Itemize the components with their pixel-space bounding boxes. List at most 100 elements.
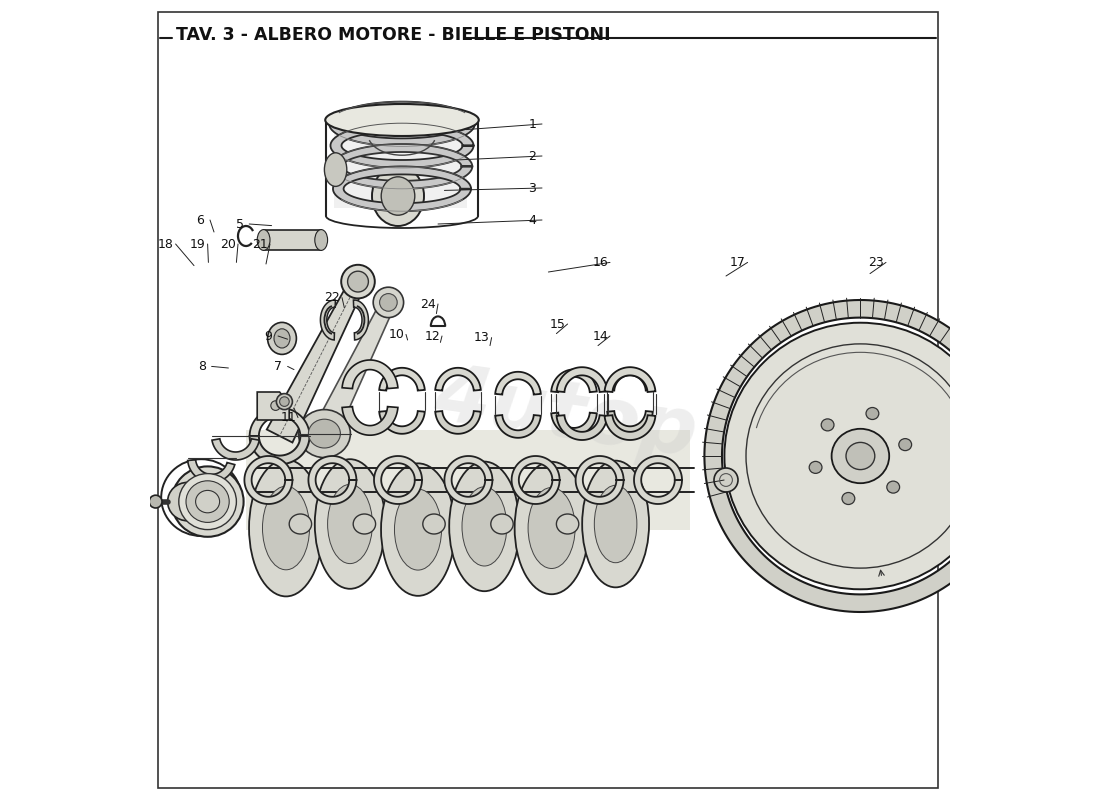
Ellipse shape bbox=[257, 230, 270, 250]
Ellipse shape bbox=[315, 230, 328, 250]
Ellipse shape bbox=[557, 514, 579, 534]
Ellipse shape bbox=[846, 442, 874, 470]
Polygon shape bbox=[330, 123, 474, 168]
Ellipse shape bbox=[887, 481, 900, 493]
Ellipse shape bbox=[379, 294, 397, 311]
Ellipse shape bbox=[714, 468, 738, 492]
Polygon shape bbox=[575, 456, 624, 504]
Text: TAV. 3 - ALBERO MOTORE - BIELLE E PISTONI: TAV. 3 - ALBERO MOTORE - BIELLE E PISTON… bbox=[176, 26, 610, 44]
Text: 19: 19 bbox=[190, 238, 206, 250]
Ellipse shape bbox=[167, 482, 208, 521]
Text: 3: 3 bbox=[528, 182, 537, 194]
Text: 9: 9 bbox=[264, 330, 273, 342]
Polygon shape bbox=[634, 456, 682, 504]
Polygon shape bbox=[353, 300, 369, 340]
Polygon shape bbox=[605, 367, 656, 392]
Ellipse shape bbox=[810, 462, 822, 474]
Polygon shape bbox=[374, 456, 422, 504]
Polygon shape bbox=[333, 166, 471, 211]
Ellipse shape bbox=[449, 462, 519, 591]
Ellipse shape bbox=[899, 438, 912, 450]
Ellipse shape bbox=[372, 166, 424, 226]
Polygon shape bbox=[495, 372, 541, 394]
Polygon shape bbox=[379, 368, 425, 390]
Ellipse shape bbox=[196, 490, 220, 513]
Text: 6: 6 bbox=[197, 214, 205, 226]
Polygon shape bbox=[342, 406, 398, 435]
Text: 4utop: 4utop bbox=[429, 359, 703, 473]
Polygon shape bbox=[320, 300, 336, 340]
Polygon shape bbox=[329, 102, 475, 146]
Ellipse shape bbox=[271, 401, 281, 410]
Text: 22: 22 bbox=[324, 291, 340, 304]
Polygon shape bbox=[188, 460, 234, 482]
Ellipse shape bbox=[353, 514, 375, 534]
Ellipse shape bbox=[279, 397, 289, 406]
Polygon shape bbox=[607, 368, 652, 390]
Bar bbox=[246, 430, 690, 530]
Polygon shape bbox=[605, 415, 656, 440]
Text: 16: 16 bbox=[593, 256, 608, 269]
Polygon shape bbox=[212, 438, 260, 460]
Polygon shape bbox=[314, 299, 395, 439]
Polygon shape bbox=[257, 392, 289, 420]
Polygon shape bbox=[551, 370, 597, 392]
Polygon shape bbox=[332, 144, 472, 189]
Text: 21: 21 bbox=[253, 238, 268, 250]
Polygon shape bbox=[267, 278, 365, 442]
Bar bbox=[264, 230, 321, 250]
Ellipse shape bbox=[324, 153, 346, 186]
Text: 5: 5 bbox=[235, 218, 243, 230]
Ellipse shape bbox=[381, 463, 455, 596]
Polygon shape bbox=[436, 368, 481, 390]
Polygon shape bbox=[379, 411, 425, 434]
Ellipse shape bbox=[341, 265, 375, 298]
Text: 11: 11 bbox=[280, 411, 296, 424]
Text: 15: 15 bbox=[550, 318, 565, 330]
Polygon shape bbox=[308, 456, 356, 504]
Text: 7: 7 bbox=[274, 360, 282, 373]
Ellipse shape bbox=[528, 487, 575, 569]
Ellipse shape bbox=[822, 419, 834, 431]
Ellipse shape bbox=[186, 481, 229, 522]
Polygon shape bbox=[333, 124, 466, 208]
Text: 24: 24 bbox=[420, 298, 437, 310]
Polygon shape bbox=[704, 300, 1016, 612]
Polygon shape bbox=[244, 456, 293, 504]
Text: 20: 20 bbox=[220, 238, 236, 250]
Ellipse shape bbox=[274, 329, 290, 348]
Ellipse shape bbox=[382, 177, 415, 215]
Ellipse shape bbox=[395, 489, 441, 570]
Text: 1: 1 bbox=[528, 118, 537, 130]
Text: 8: 8 bbox=[198, 360, 206, 373]
Ellipse shape bbox=[594, 486, 637, 562]
Polygon shape bbox=[444, 456, 493, 504]
Polygon shape bbox=[342, 360, 398, 389]
Ellipse shape bbox=[515, 462, 589, 594]
Ellipse shape bbox=[348, 271, 369, 292]
Ellipse shape bbox=[842, 493, 855, 505]
Text: 14: 14 bbox=[593, 330, 608, 342]
Text: 10: 10 bbox=[388, 328, 405, 341]
Ellipse shape bbox=[276, 394, 293, 410]
Ellipse shape bbox=[491, 514, 514, 534]
Ellipse shape bbox=[866, 407, 879, 419]
Ellipse shape bbox=[422, 514, 446, 534]
Ellipse shape bbox=[582, 461, 649, 587]
Text: 23: 23 bbox=[869, 256, 884, 269]
Text: 17: 17 bbox=[730, 256, 746, 269]
Text: 12: 12 bbox=[425, 330, 440, 342]
Polygon shape bbox=[551, 413, 597, 435]
Ellipse shape bbox=[179, 474, 236, 530]
Polygon shape bbox=[250, 436, 309, 464]
Polygon shape bbox=[557, 367, 607, 392]
Polygon shape bbox=[495, 415, 541, 438]
Ellipse shape bbox=[326, 104, 478, 136]
Ellipse shape bbox=[267, 322, 296, 354]
Ellipse shape bbox=[289, 514, 311, 534]
Ellipse shape bbox=[328, 484, 373, 563]
Ellipse shape bbox=[249, 459, 323, 597]
Ellipse shape bbox=[150, 495, 162, 508]
Polygon shape bbox=[436, 411, 481, 434]
Ellipse shape bbox=[373, 287, 404, 318]
